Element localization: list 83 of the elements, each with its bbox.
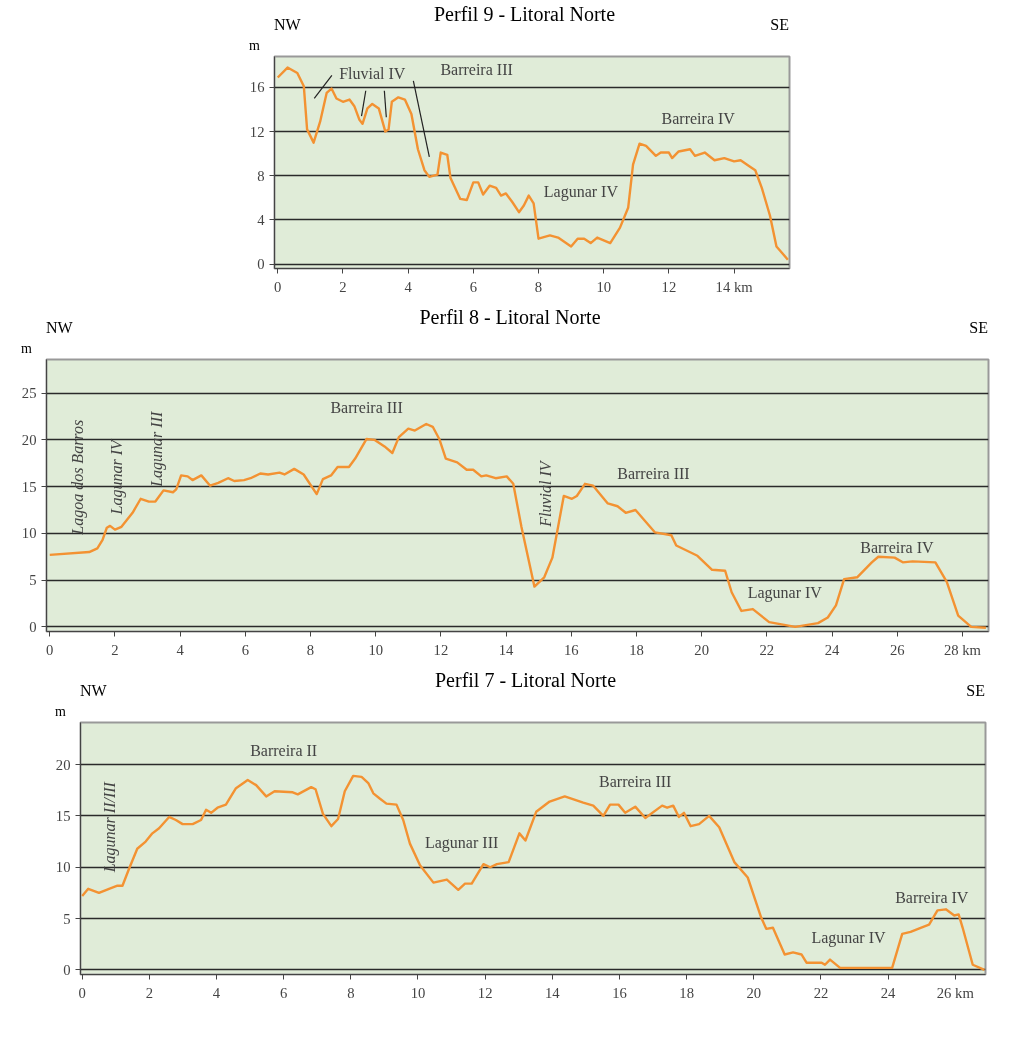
- annotation: Barreira III: [617, 465, 690, 483]
- x-tick-label: 16: [612, 984, 627, 1001]
- x-tick-label: 18: [629, 641, 644, 658]
- x-tick-label: 12: [477, 984, 493, 1001]
- x-tick-label: 10: [368, 641, 384, 658]
- x-tick-label: 6: [280, 984, 288, 1001]
- x-tick-label: 2: [111, 641, 119, 658]
- x-tick-label: 14 km: [715, 278, 754, 295]
- annotation: Lagunar II/III: [100, 781, 119, 874]
- annotation: Fluvial IV: [339, 64, 406, 82]
- x-tick-label: 6: [241, 641, 249, 658]
- y-tick-label: 16: [249, 79, 265, 96]
- y-tick-label: 20: [55, 756, 71, 773]
- y-tick-label: 10: [21, 525, 37, 542]
- y-tick-label: 0: [63, 961, 71, 978]
- x-tick-label: 22: [759, 641, 775, 658]
- x-tick-label: 20: [694, 641, 709, 658]
- annotation: Lagunar IV: [108, 437, 127, 516]
- y-tick-label: 12: [249, 123, 265, 140]
- chart-title: Perfil 7 - Litoral Norte: [434, 669, 617, 691]
- chart-title: Perfil 9 - Litoral Norte: [433, 3, 616, 25]
- x-tick-label: 20: [746, 984, 762, 1001]
- x-tick-label: 0: [274, 278, 282, 295]
- text: NW: [274, 15, 301, 35]
- x-tick-label: 12: [433, 641, 449, 658]
- x-tick-label: 14: [498, 641, 515, 658]
- x-tick-label: 24: [880, 984, 897, 1001]
- annotation: Barreira IV: [661, 109, 736, 127]
- line-series: [276, 66, 790, 261]
- chart-title: Perfil 8 - Litoral Norte: [419, 306, 601, 328]
- x-tick-label: 8: [306, 641, 315, 658]
- x-tick-label: 2: [145, 984, 153, 1001]
- x-tick-label: 26 km: [936, 984, 975, 1001]
- x-tick-label: 4: [404, 278, 413, 295]
- annotation: Barreira III: [599, 772, 672, 790]
- annotation: Barreira III: [330, 398, 403, 416]
- x-tick-label: 0: [78, 984, 86, 1001]
- x-tick-label: 18: [679, 984, 694, 1001]
- annotation: Barreira IV: [860, 538, 934, 556]
- y-tick-label: 4: [257, 211, 266, 228]
- x-tick-label: 28 km: [943, 641, 982, 658]
- y-tick-label: 0: [29, 618, 37, 635]
- x-tick-label: 12: [661, 278, 677, 295]
- text: SE: [770, 15, 789, 35]
- annotation: Fluvial IV: [537, 459, 555, 528]
- annotation: Lagoa dos Barros: [69, 419, 88, 536]
- annotation: Lagunar IV: [747, 583, 823, 602]
- x-tick-label: 16: [563, 641, 579, 658]
- x-tick-label: 4: [212, 984, 221, 1001]
- y-tick-label: 8: [257, 167, 265, 184]
- x-tick-label: 10: [596, 278, 612, 295]
- y-axis-title: m: [55, 703, 66, 721]
- x-tick-label: 10: [410, 984, 426, 1001]
- text: NW: [80, 681, 107, 701]
- x-tick-label: 24: [824, 641, 841, 658]
- annotation: Barreira II: [250, 741, 318, 759]
- y-tick-label: 5: [29, 572, 37, 589]
- annotation: Lagunar III: [148, 411, 167, 488]
- y-tick-label: 15: [21, 478, 37, 495]
- text: SE: [969, 318, 988, 338]
- annotation: Barreira III: [440, 61, 513, 79]
- x-tick-label: 8: [347, 984, 355, 1001]
- annotation: Lagunar III: [425, 834, 499, 853]
- annotation: Lagunar IV: [543, 182, 619, 201]
- x-tick-label: 6: [469, 278, 477, 295]
- text: SE: [966, 681, 985, 701]
- x-tick-label: 8: [534, 278, 543, 295]
- y-axis-title: m: [249, 37, 260, 55]
- y-tick-label: 25: [21, 385, 37, 402]
- y-tick-label: 10: [55, 859, 71, 876]
- text: NW: [46, 318, 73, 338]
- x-tick-label: 14: [544, 984, 561, 1001]
- y-tick-label: 15: [55, 807, 71, 824]
- y-tick-label: 20: [21, 431, 37, 448]
- x-tick-label: 2: [339, 278, 347, 295]
- x-tick-label: 22: [813, 984, 829, 1001]
- x-tick-label: 26: [889, 641, 905, 658]
- annotation: Barreira IV: [895, 888, 969, 906]
- x-tick-label: 4: [176, 641, 185, 658]
- y-tick-label: 5: [63, 910, 71, 927]
- y-tick-label: 0: [257, 256, 265, 273]
- annotation: Lagunar IV: [811, 928, 887, 947]
- y-axis-title: m: [21, 340, 32, 358]
